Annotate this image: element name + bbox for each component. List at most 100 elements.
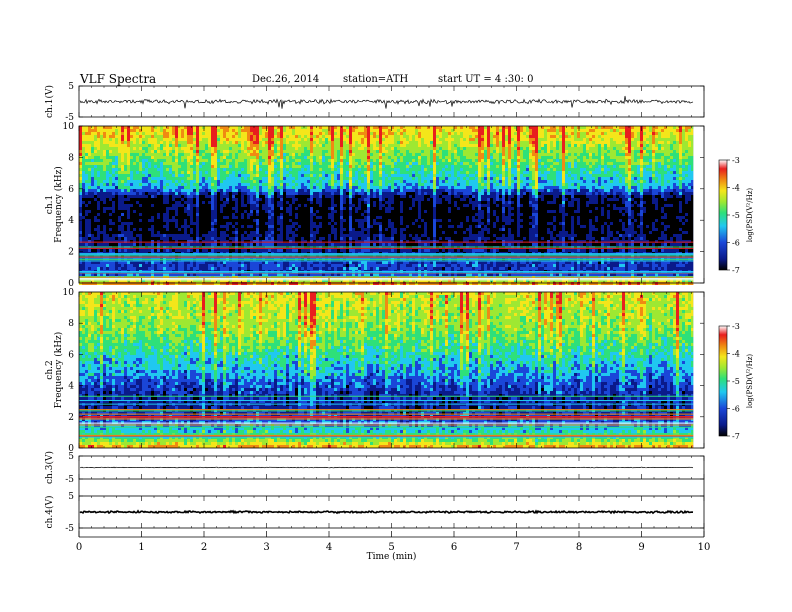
spectrogram-cell: [172, 234, 175, 237]
spectrogram-cell: [271, 237, 274, 240]
spectrogram-cell: [208, 264, 211, 267]
spectrogram-cell: [247, 126, 250, 129]
spectrogram-cell: [103, 237, 106, 240]
spectrogram-cell: [124, 228, 127, 231]
spectrogram-cell: [199, 132, 202, 135]
spectrogram-cell: [226, 189, 229, 192]
spectrogram-cell: [97, 264, 100, 267]
spectrogram-cell: [127, 174, 130, 177]
spectrogram-cell: [217, 213, 220, 216]
spectrogram-cell: [157, 207, 160, 210]
spectrogram-cell: [157, 192, 160, 195]
spectrogram-cell: [172, 153, 175, 156]
spectrogram-cell: [82, 264, 85, 267]
spectrogram-cell: [157, 126, 160, 129]
spectrogram-cell: [196, 186, 199, 189]
spectrogram-cell: [280, 144, 283, 147]
spectrogram-cell: [184, 237, 187, 240]
spectrogram-cell: [136, 165, 139, 168]
vlf-spectra-figure: 0 1 2 3 4 5 6 7 8 9 10Time (min)5-5ch.1(V)1086420c…: [0, 0, 792, 612]
spectrogram-cell: [259, 198, 262, 201]
spectrogram-cell: [235, 186, 238, 189]
spectrogram-cell: [214, 204, 217, 207]
spectrogram-cell: [184, 249, 187, 252]
spectrogram-cell: [202, 201, 205, 204]
spectrogram-cell: [94, 183, 97, 186]
spectrogram-cell: [208, 159, 211, 162]
spectrogram-cell: [178, 150, 181, 153]
spectrogram-cell: [133, 195, 136, 198]
spectrogram-cell: [97, 168, 100, 171]
spectrogram-cell: [196, 147, 199, 150]
spectrogram-cell: [229, 183, 232, 186]
spectrogram-cell: [94, 144, 97, 147]
spectrogram-cell: [259, 204, 262, 207]
spectrogram-cell: [97, 141, 100, 144]
spectrogram-cell: [256, 219, 259, 222]
spectrogram-cell: [265, 237, 268, 240]
spectrogram-cell: [232, 219, 235, 222]
spectrogram-cell: [145, 222, 148, 225]
spectrogram-cell: [247, 216, 250, 219]
spectrogram-cell: [142, 135, 145, 138]
spectrogram-cell: [175, 153, 178, 156]
spectrogram-cell: [241, 237, 244, 240]
spectrogram-cell: [109, 162, 112, 165]
spectrogram-cell: [100, 165, 103, 168]
spectrogram-cell: [235, 138, 238, 141]
spectrogram-cell: [199, 222, 202, 225]
spectrogram-cell: [238, 225, 241, 228]
spectrogram-cell: [271, 192, 274, 195]
spectrogram-cell: [262, 180, 265, 183]
spectrogram-cell: [136, 141, 139, 144]
spectrogram-cell: [109, 147, 112, 150]
spectrogram-cell: [253, 195, 256, 198]
spectrogram-cell: [238, 171, 241, 174]
spectrogram-cell: [169, 129, 172, 132]
spectrogram-cell: [256, 264, 259, 267]
spectrogram-cell: [187, 162, 190, 165]
spectrogram-cell: [163, 186, 166, 189]
spectrogram-cell: [130, 141, 133, 144]
spectrogram-cell: [169, 147, 172, 150]
spectrogram-cell: [91, 213, 94, 216]
spectrogram-cell: [85, 168, 88, 171]
spectrogram-cell: [181, 210, 184, 213]
spectrogram-cell: [247, 249, 250, 252]
spectrogram-cell: [103, 174, 106, 177]
spectrogram-cell: [262, 216, 265, 219]
spectrogram-cell: [121, 189, 124, 192]
spectrogram-cell: [154, 201, 157, 204]
spectrogram-cell: [97, 162, 100, 165]
spectrogram-cell: [127, 177, 130, 180]
spectrogram-cell: [88, 237, 91, 240]
spectrogram-cell: [139, 222, 142, 225]
spectrogram-cell: [130, 177, 133, 180]
spectrogram-cell: [250, 225, 253, 228]
spectrogram-cell: [247, 159, 250, 162]
spectrogram-cell: [151, 129, 154, 132]
spectrogram-cell: [277, 282, 280, 285]
spectrogram-cell: [106, 159, 109, 162]
spectrogram-cell: [172, 249, 175, 252]
spectrogram-cell: [166, 249, 169, 252]
spectrogram-cell: [280, 159, 283, 162]
spectrogram-cell: [79, 213, 82, 216]
spectrogram-cell: [250, 213, 253, 216]
spectrogram-cell: [226, 174, 229, 177]
spectrogram-cell: [151, 264, 154, 267]
spectrogram-cell: [190, 198, 193, 201]
spectrogram-cell: [235, 144, 238, 147]
spectrogram-cell: [133, 138, 136, 141]
spectrogram-cell: [118, 219, 121, 222]
spectrogram-cell: [229, 249, 232, 252]
spectrogram-cell: [88, 213, 91, 216]
spectrogram-cell: [190, 129, 193, 132]
spectrogram-cell: [127, 213, 130, 216]
spectrogram-cell: [163, 192, 166, 195]
spectrogram-cell: [268, 234, 271, 237]
spectrogram-cell: [139, 147, 142, 150]
spectrogram-cell: [94, 237, 97, 240]
spectrogram-cell: [151, 162, 154, 165]
spectrogram-cell: [286, 129, 289, 132]
